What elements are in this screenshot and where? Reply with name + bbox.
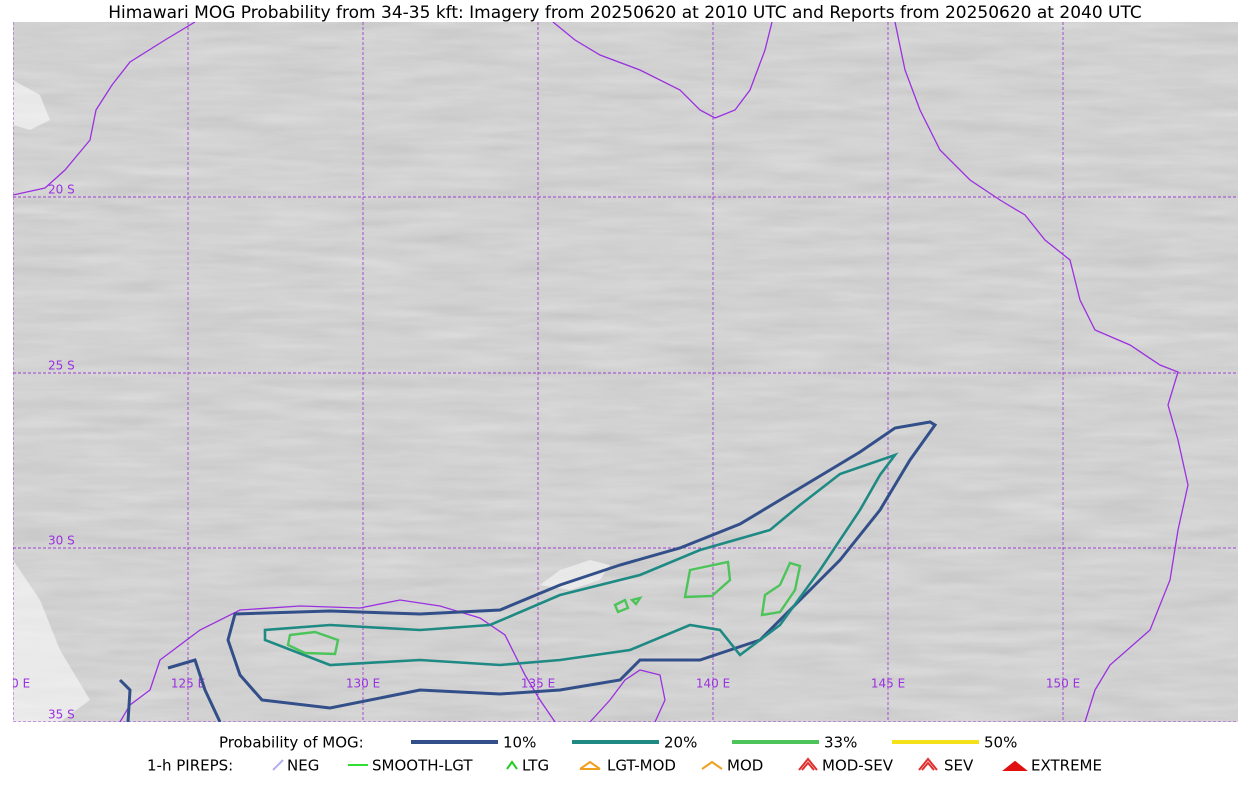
lon-label: 120 E	[0, 677, 30, 691]
coastline	[119, 599, 556, 722]
graticule: 20 S 25 S 30 S 35 S 120 E 125 E 130 E 135 E 140 …	[0, 22, 1238, 722]
pireps-title: 1-h PIREPS:	[147, 757, 233, 775]
contour-33	[286, 630, 340, 656]
pirep-label: SEV	[944, 757, 974, 775]
legend: Probability of MOG: 10% 20% 33% 50% 1-h PIREP…	[147, 734, 1102, 775]
pirep-label: EXTREME	[1031, 757, 1102, 775]
pirep-label: LGT-MOD	[607, 757, 676, 775]
pirep-label: SMOOTH-LGT	[372, 757, 473, 775]
contour-20	[263, 452, 899, 667]
pirep-symbol	[798, 757, 818, 771]
pirep-symbol	[1002, 760, 1028, 771]
lon-label: 150 E	[1046, 677, 1080, 691]
contour-33	[613, 596, 643, 614]
legend-title: Probability of MOG:	[219, 734, 364, 752]
pirep-label: LTG	[522, 757, 549, 775]
lat-label: 20 S	[48, 183, 75, 197]
map: 20 S 25 S 30 S 35 S 120 E 125 E 130 E 135 E 140 …	[0, 22, 1238, 722]
title: Himawari MOG Probability from 34-35 kft:…	[108, 3, 1142, 23]
lon-label: 140 E	[696, 677, 730, 691]
lon-label: 130 E	[346, 677, 380, 691]
pirep-symbol	[506, 760, 518, 770]
cloud	[540, 560, 610, 590]
lon-label: 135 E	[521, 677, 555, 691]
contour-33	[683, 560, 732, 599]
contour-10	[118, 658, 222, 722]
pirep-symbol	[272, 759, 284, 771]
lon-label: 145 E	[871, 677, 905, 691]
lat-label: 30 S	[48, 534, 75, 548]
coastline	[894, 22, 1189, 722]
legend-label: 20%	[664, 734, 697, 752]
pirep-label: MOD-SEV	[822, 757, 894, 775]
contour-10	[226, 420, 938, 710]
legend-label: 10%	[503, 734, 536, 752]
pirep-symbol	[579, 760, 601, 770]
coastline	[13, 22, 196, 196]
lat-label: 35 S	[48, 708, 75, 722]
pirep-symbol	[701, 760, 723, 770]
legend-label: 50%	[984, 734, 1017, 752]
lat-label: 25 S	[48, 359, 75, 373]
lon-label: 125 E	[171, 677, 205, 691]
coastline	[552, 22, 773, 119]
pirep-label: MOD	[727, 757, 763, 775]
cloud	[13, 80, 90, 722]
pirep-label: NEG	[287, 757, 319, 775]
contour-33	[760, 561, 802, 617]
pirep-symbol	[918, 757, 938, 771]
satellite-texture	[13, 22, 1238, 722]
legend-label: 33%	[824, 734, 857, 752]
coastline	[589, 669, 666, 722]
